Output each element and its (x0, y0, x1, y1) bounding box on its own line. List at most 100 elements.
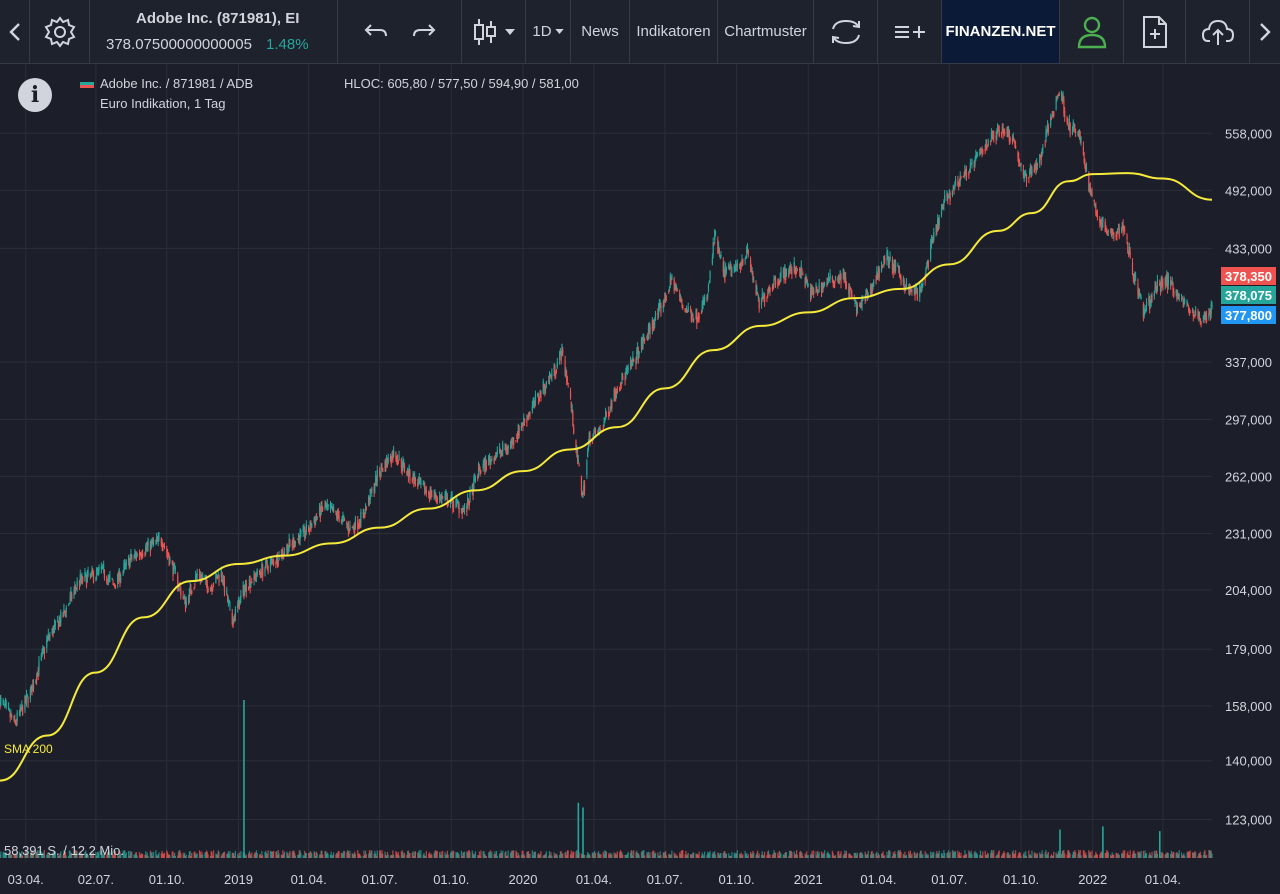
settings-button[interactable] (30, 0, 90, 63)
price-chart[interactable]: 123,000140,000158,000179,000204,000231,0… (0, 64, 1280, 894)
new-file-button[interactable] (1124, 0, 1186, 63)
brand-logo[interactable]: FINANZEN.NET (942, 0, 1060, 63)
candle-body (234, 616, 236, 621)
volume-bars (0, 700, 1213, 858)
volume-bar (495, 850, 498, 858)
candle-body (991, 131, 993, 136)
candle-body (251, 581, 253, 584)
volume-bar (381, 850, 383, 858)
candle-body (965, 171, 968, 178)
candle-body (195, 575, 198, 577)
candle-body (85, 575, 88, 587)
candle-body (658, 305, 660, 314)
volume-bar (424, 855, 427, 858)
candle-body (456, 498, 458, 502)
volume-bar (750, 853, 752, 858)
candle-body (357, 525, 360, 527)
candle-body (1170, 282, 1173, 286)
volume-bar (299, 850, 301, 858)
volume-bar (271, 851, 273, 858)
candle-body (243, 587, 245, 597)
candle-body (152, 540, 155, 544)
candle-body (8, 709, 10, 711)
candle-body (358, 523, 360, 526)
volume-bar (453, 850, 455, 858)
undo-icon[interactable] (362, 22, 388, 42)
toolbar: Adobe Inc. (871981), EI 378.075000000000… (0, 0, 1280, 64)
volume-bar (184, 852, 186, 858)
candle-body (26, 695, 28, 697)
volume-bar (1115, 852, 1117, 858)
volume-bar (1002, 853, 1004, 858)
volume-bar (62, 854, 64, 858)
candle-body (905, 287, 907, 289)
volume-bar (589, 855, 591, 858)
candle-body (1115, 234, 1117, 238)
candle-body (532, 402, 534, 406)
forward-button[interactable] (1250, 0, 1279, 63)
volume-bar (783, 855, 785, 858)
candle-body (82, 576, 84, 582)
volume-bar (927, 854, 929, 858)
volume-bar (1100, 851, 1102, 858)
redo-icon[interactable] (412, 22, 438, 42)
volume-bar (494, 851, 496, 858)
candle-body (1022, 169, 1024, 175)
volume-bar (856, 852, 858, 858)
volume-bar (845, 850, 848, 858)
news-button[interactable]: News (571, 0, 630, 63)
volume-bar (1193, 852, 1195, 858)
volume-bar (326, 852, 328, 858)
candle-body (773, 279, 775, 286)
candle-body (893, 260, 895, 271)
volume-bar (940, 852, 943, 858)
candle-body (1155, 286, 1157, 289)
volume-bar (78, 855, 81, 858)
candle-body (238, 600, 240, 610)
back-button[interactable] (0, 0, 30, 63)
upload-button[interactable] (1186, 0, 1250, 63)
candle-body (973, 160, 975, 168)
volume-bar (286, 851, 288, 858)
candle-body (608, 411, 610, 417)
candle-body (1001, 126, 1003, 132)
candle-body (36, 671, 39, 677)
volume-bar (728, 853, 730, 858)
volume-bar (1131, 853, 1134, 858)
hloc-readout: HLOC: 605,80 / 577,50 / 594,90 / 581,00 (344, 76, 579, 91)
candle-body (161, 542, 163, 547)
candle-body (1154, 284, 1156, 292)
patterns-button[interactable]: Chartmuster (718, 0, 814, 63)
candle-body (488, 458, 491, 460)
user-button[interactable] (1060, 0, 1124, 63)
volume-bar (1200, 855, 1202, 858)
volume-bar (1077, 854, 1079, 858)
interval-button[interactable]: 1D (526, 0, 571, 63)
volume-bar (976, 854, 978, 858)
candle-body (103, 565, 105, 569)
candle-body (349, 525, 351, 531)
volume-bar (371, 850, 373, 858)
symbol-info[interactable]: Adobe Inc. (871981), EI 378.075000000000… (90, 0, 338, 63)
volume-bar (113, 852, 116, 858)
compare-button[interactable] (814, 0, 878, 63)
volume-bar (916, 852, 918, 858)
volume-bar (1155, 850, 1157, 858)
volume-bar (1001, 854, 1003, 858)
candle-body (25, 694, 28, 702)
info-icon[interactable]: i (18, 78, 52, 112)
volume-bar (128, 855, 130, 858)
chart-type-button[interactable] (462, 0, 526, 63)
volume-bar (313, 851, 315, 858)
add-indicator-button[interactable] (878, 0, 942, 63)
candle-body (845, 277, 847, 286)
indicators-button[interactable]: Indikatoren (630, 0, 718, 63)
volume-bar (777, 852, 779, 858)
volume-bar (782, 854, 784, 858)
volume-bar (608, 853, 610, 858)
y-tick-label: 179,000 (1225, 642, 1272, 657)
candle-body (583, 485, 585, 494)
volume-bar (1006, 853, 1008, 858)
candle-body (474, 478, 477, 480)
candle-body (838, 277, 841, 280)
